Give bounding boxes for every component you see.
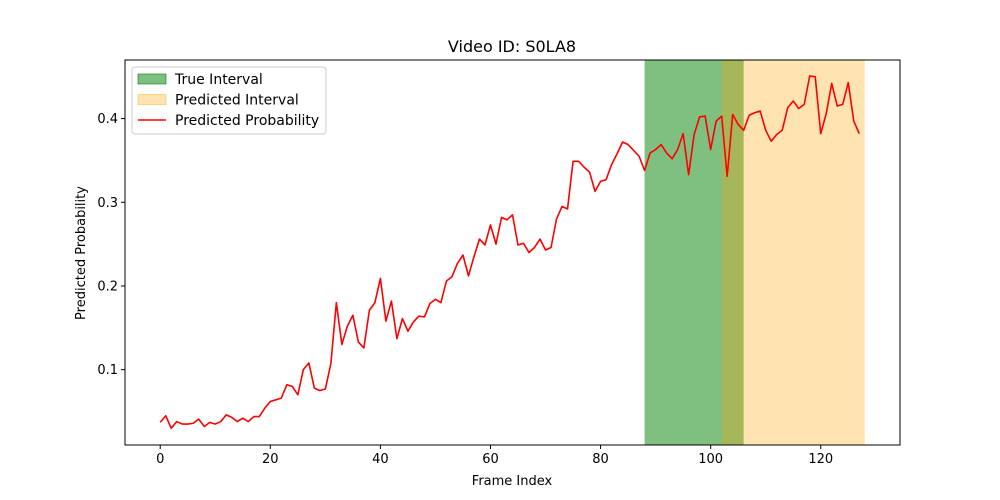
legend-label: True Interval bbox=[174, 72, 263, 88]
x-tick-label: 40 bbox=[372, 452, 389, 467]
interval-band-true-interval bbox=[644, 60, 744, 445]
legend-label: Predicted Interval bbox=[175, 93, 299, 109]
legend-swatch bbox=[137, 94, 167, 105]
y-tick-label: 0.4 bbox=[97, 112, 118, 127]
x-tick-label: 120 bbox=[808, 452, 833, 467]
x-axis: 0 20 40 60 80 100 120 bbox=[156, 445, 833, 467]
y-axis-label: Predicted Probability bbox=[74, 186, 89, 320]
x-tick-label: 80 bbox=[592, 452, 609, 467]
chart-title: Video ID: S0LA8 bbox=[448, 37, 576, 56]
legend: True Interval Predicted Interval Predicted… bbox=[131, 66, 327, 135]
y-tick-label: 0.3 bbox=[97, 196, 118, 211]
plot-frame bbox=[124, 59, 901, 446]
x-tick-label: 100 bbox=[698, 452, 723, 467]
y-tick-label: 0.2 bbox=[97, 279, 118, 294]
y-axis: 0.1 0.2 0.3 0.4 bbox=[97, 112, 125, 378]
series-line bbox=[159, 75, 861, 430]
legend-swatch bbox=[137, 73, 167, 85]
x-tick-label: 20 bbox=[262, 452, 279, 467]
x-tick-label: 60 bbox=[482, 452, 499, 467]
x-tick-label: 0 bbox=[156, 452, 164, 467]
plot-area bbox=[159, 60, 865, 445]
legend-label: Predicted Probability bbox=[175, 113, 319, 129]
y-tick-label: 0.1 bbox=[97, 363, 118, 378]
x-axis-label: Frame Index bbox=[472, 474, 553, 489]
legend-box bbox=[131, 66, 327, 135]
interval-band-predicted-interval bbox=[721, 60, 865, 445]
